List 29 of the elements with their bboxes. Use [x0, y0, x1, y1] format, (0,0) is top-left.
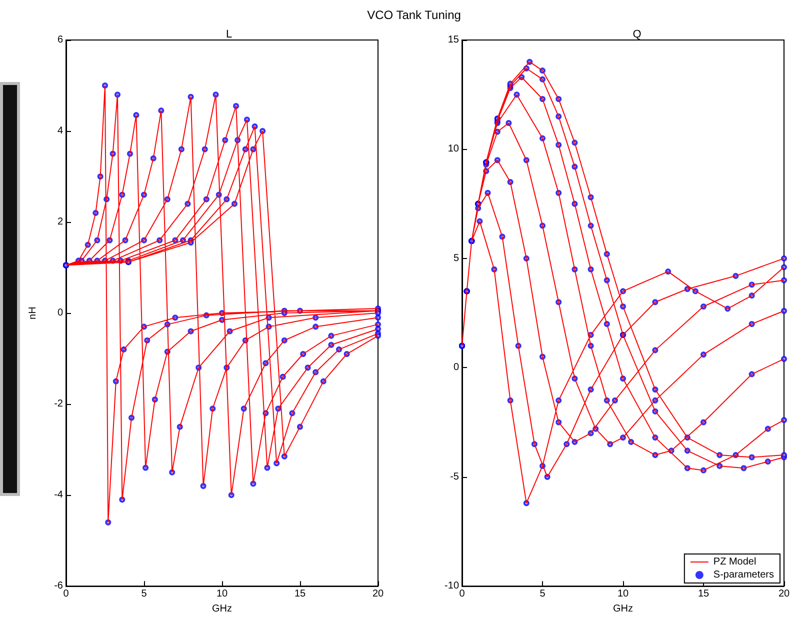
- x-tick-label: 20: [372, 588, 384, 600]
- x-tick-label: 10: [216, 588, 228, 600]
- y-tick-label: -4: [54, 490, 64, 501]
- y-tick-label: 6: [57, 34, 64, 46]
- y-tick-label: -6: [54, 580, 64, 592]
- legend-label: PZ Model: [713, 556, 756, 568]
- x-axis-title: GHz: [613, 604, 633, 614]
- y-tick-label: 0: [57, 308, 64, 319]
- text: VCO Tank Tuning: [366, 8, 462, 22]
- x-tick-label: 10: [617, 588, 629, 600]
- y-tick-label: 0: [453, 362, 460, 374]
- y-tick-label: 4: [57, 126, 64, 137]
- y-tick-label: 2: [57, 216, 64, 228]
- y-tick-label: 15: [448, 34, 460, 46]
- y-axis-title: nH: [28, 306, 38, 320]
- x-axis-title: GHz: [212, 604, 232, 614]
- y-tick-label: -5: [450, 471, 460, 482]
- x-tick-label: 15: [698, 588, 710, 600]
- y-tick-label: 5: [453, 252, 460, 264]
- y-tick-label: -10: [444, 580, 460, 592]
- x-tick-label: 5: [540, 588, 546, 600]
- x-tick-label: 15: [294, 588, 306, 600]
- x-tick-label: 5: [141, 588, 148, 600]
- legend-label: S-parameters: [713, 570, 774, 580]
- y-tick-label: 10: [448, 144, 460, 155]
- x-tick-label: 20: [778, 588, 790, 600]
- chart-title: L: [226, 28, 232, 40]
- y-tick-label: -2: [54, 398, 64, 410]
- chart-title: Q: [632, 28, 642, 40]
